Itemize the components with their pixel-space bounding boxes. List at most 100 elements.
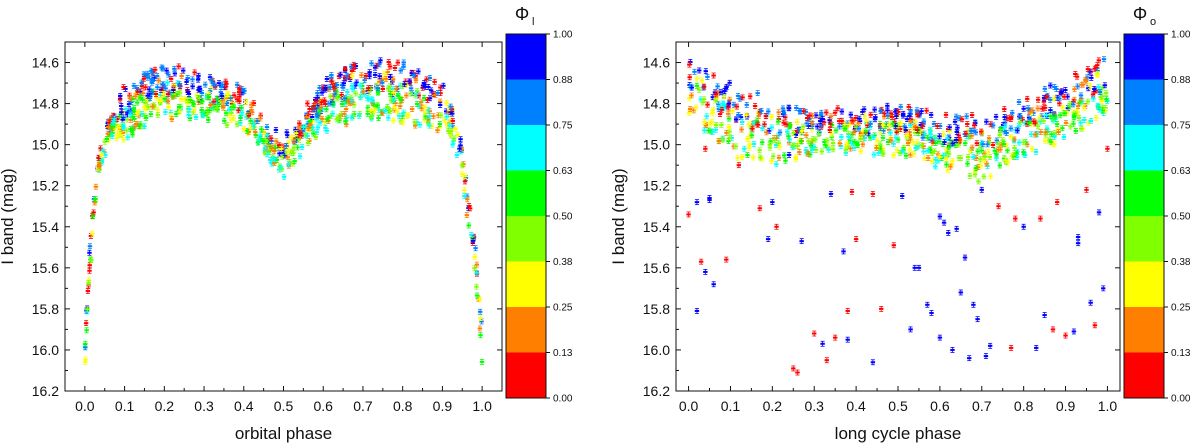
point-marker [97,168,102,171]
data-point [458,142,463,149]
point-marker [292,146,297,149]
data-point [370,96,375,103]
point-marker [451,137,457,140]
data-point [119,103,124,109]
point-marker [711,74,716,77]
point-marker [157,100,162,103]
point-marker [137,90,143,93]
point-marker [257,117,263,120]
data-point [437,102,443,108]
point-marker [326,116,331,119]
point-marker [239,106,244,109]
point-marker [255,120,261,123]
point-marker [257,138,262,141]
point-marker [121,125,126,128]
data-point [462,178,468,185]
point-marker [208,104,213,107]
point-marker [366,98,372,101]
point-marker [421,96,427,99]
point-marker [131,107,137,110]
point-marker [84,329,89,332]
point-marker [411,74,417,77]
point-marker [407,80,412,83]
point-marker [198,98,203,101]
point-marker [337,119,342,122]
point-marker [248,126,253,129]
data-point [118,92,123,99]
data-point [442,117,447,124]
point-marker [423,85,428,88]
data-point [386,114,391,121]
data-point [165,98,171,105]
point-marker [132,125,137,128]
data-point [965,121,970,127]
point-marker [350,75,355,78]
colorbar-tick-label: 0.50 [553,212,573,223]
point-marker [128,118,134,121]
point-marker [686,112,692,115]
point-marker [182,98,187,101]
point-marker [288,136,294,139]
point-marker [237,100,242,103]
data-point [444,113,449,120]
data-point [401,109,406,116]
data-point [83,356,88,363]
data-point [284,143,289,149]
point-marker [318,106,324,109]
data-point [997,132,1002,139]
point-marker [219,94,225,97]
point-marker [249,108,254,111]
x-tick-label: 0.4 [234,398,254,414]
data-point [414,100,420,107]
point-marker [324,77,330,80]
point-marker [142,106,147,109]
point-marker [412,121,417,124]
data-point [145,92,150,99]
data-point [413,122,418,129]
data-point [148,111,154,118]
data-point [871,151,877,158]
data-point [305,100,310,107]
data-point [235,81,240,88]
point-marker [215,108,220,111]
colorbar-segment [506,261,546,307]
point-marker [397,105,403,108]
data-point [382,108,388,114]
point-marker [369,62,374,65]
point-marker [356,114,362,117]
x-tick-label: 0.3 [194,398,214,414]
data-point [134,99,140,106]
point-marker [425,98,430,101]
data-point [274,138,279,145]
point-marker [270,155,275,158]
point-marker [100,149,106,152]
point-marker [416,70,421,73]
point-marker [164,99,169,102]
point-marker [400,85,405,88]
data-point [474,261,480,268]
point-marker [238,121,243,124]
point-marker [253,134,259,137]
data-point [190,83,195,90]
point-marker [344,116,349,119]
point-marker [229,111,234,114]
point-marker [192,71,197,74]
point-marker [332,93,338,96]
point-marker [228,118,234,121]
point-marker [291,152,296,155]
point-marker [463,176,469,179]
point-marker [448,105,453,108]
point-marker [177,110,183,113]
point-marker [206,118,211,121]
point-marker [299,134,304,137]
point-marker [155,108,160,111]
data-point [455,131,460,138]
point-marker [374,64,379,67]
point-marker [178,97,184,100]
point-marker [149,78,154,81]
point-marker [382,73,387,76]
data-point [438,112,444,119]
point-marker [363,74,369,77]
point-marker [197,97,202,100]
